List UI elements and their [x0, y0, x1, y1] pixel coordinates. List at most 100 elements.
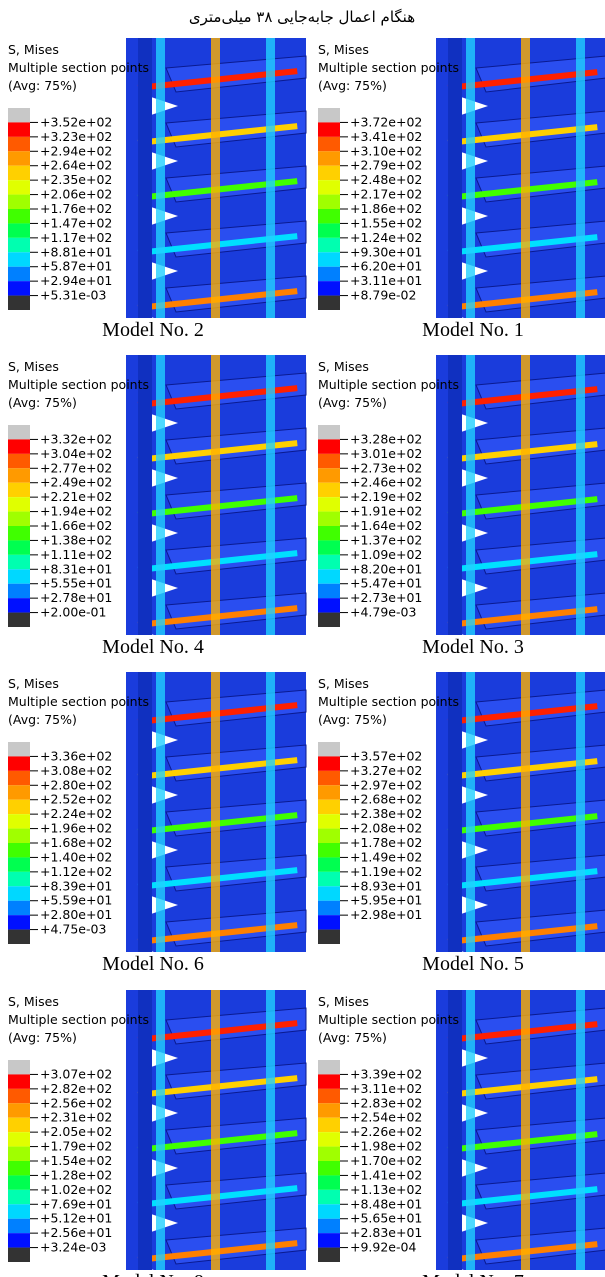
column [448, 672, 462, 952]
column-stress [266, 990, 275, 1270]
column-stress [266, 38, 275, 318]
legend-swatch [318, 583, 340, 599]
legend-label: +5.95e+01 [350, 893, 422, 908]
legend-label: +2.48e+02 [350, 172, 422, 187]
legend-label: +2.56e+02 [40, 1095, 112, 1110]
legend-label: +1.76e+02 [40, 201, 112, 216]
column [448, 38, 462, 318]
legend-label: +3.36e+02 [40, 748, 112, 763]
opening [458, 950, 488, 970]
legend-swatch [8, 281, 30, 296]
legend-label: +2.24e+02 [40, 806, 112, 821]
legend-label: +2.94e+02 [40, 143, 112, 158]
column-stress [211, 990, 220, 1270]
legend-title: Multiple section points [8, 1012, 149, 1027]
legend-swatch [8, 1103, 30, 1118]
legend-label: +1.09e+02 [350, 547, 422, 562]
legend-label: +1.37e+02 [350, 532, 422, 547]
legend-label: +3.52e+02 [40, 114, 112, 129]
legend-label-bg [34, 1054, 126, 1254]
panel: S, Mises Multiple section points (Avg: 75%… [318, 38, 605, 341]
legend-title: S, Mises [318, 676, 369, 691]
legend-swatch [318, 453, 340, 469]
legend-swatch [8, 1117, 30, 1133]
legend-label: +1.47e+02 [40, 215, 112, 230]
column-stress [156, 990, 165, 1270]
legend-swatch [318, 915, 340, 930]
legend-swatch [318, 482, 340, 498]
legend-swatch [8, 1060, 30, 1075]
column-stress [466, 990, 475, 1270]
column-stress [266, 672, 275, 952]
legend-label: +2.98e+01 [350, 907, 422, 922]
legend-swatch [8, 770, 30, 786]
legend-label: +8.48e+01 [350, 1196, 422, 1211]
legend-label: +3.23e+02 [40, 129, 112, 144]
legend-label: +2.05e+02 [40, 1124, 112, 1139]
legend-label-bg [34, 102, 126, 302]
legend-label: +2.68e+02 [350, 792, 422, 807]
caption: Model No. 2 [102, 319, 204, 341]
opening [458, 633, 488, 653]
legend-swatch [8, 1204, 30, 1219]
legend-swatch [8, 785, 30, 800]
legend-swatch [318, 122, 340, 137]
legend-swatch [318, 1088, 340, 1104]
legend-label-bg [34, 736, 126, 936]
legend-label: +2.77e+02 [40, 460, 112, 475]
legend-swatch [318, 814, 340, 829]
legend-label: +8.39e+01 [40, 878, 112, 893]
column [138, 672, 152, 952]
legend-title: (Avg: 75%) [318, 395, 387, 410]
legend-label: +1.49e+02 [350, 849, 422, 864]
panel: S, Mises Multiple section points (Avg: 75%… [318, 990, 605, 1277]
legend-label: +3.72e+02 [350, 114, 422, 129]
legend-swatch [8, 886, 30, 901]
legend-label: +2.79e+02 [350, 158, 422, 173]
legend-label: +2.73e+01 [350, 590, 422, 605]
legend-swatch [318, 151, 340, 166]
opening [458, 316, 488, 336]
legend-label: +2.17e+02 [350, 187, 422, 202]
legend-label: +2.08e+02 [350, 821, 422, 836]
legend-title: Multiple section points [8, 694, 149, 709]
panel: S, Mises Multiple section points (Avg: 75%… [8, 990, 307, 1277]
legend-label: +1.13e+02 [350, 1182, 422, 1197]
legend-swatch [318, 526, 340, 541]
legend-label: +2.56e+01 [40, 1225, 112, 1240]
legend-label: +2.73e+02 [350, 460, 422, 475]
legend-label: +2.52e+02 [40, 792, 112, 807]
legend-label: +3.11e+02 [350, 1081, 422, 1096]
column-stress [211, 355, 220, 635]
legend-label: +2.94e+01 [40, 273, 112, 288]
legend-swatch [8, 1218, 30, 1234]
legend-swatch [8, 252, 30, 267]
legend-swatch [318, 165, 340, 181]
legend-swatch [8, 569, 30, 584]
legend-swatch [318, 1204, 340, 1219]
legend-label-bg [344, 102, 436, 302]
legend-label: +1.86e+02 [350, 201, 422, 216]
legend-label: +1.70e+02 [350, 1153, 422, 1168]
legend-swatch [318, 1146, 340, 1161]
legend-title: Multiple section points [8, 377, 149, 392]
legend-label: +2.35e+02 [40, 172, 112, 187]
legend-swatch [8, 828, 30, 843]
caption: Model No. 7 [422, 1271, 524, 1277]
legend-label: +5.47e+01 [350, 576, 422, 591]
legend-label: +2.83e+02 [350, 1095, 422, 1110]
legend-swatch [318, 828, 340, 843]
legend-swatch [8, 1132, 30, 1147]
legend-label: +1.38e+02 [40, 532, 112, 547]
legend-swatch [8, 425, 30, 440]
legend-swatch [8, 915, 30, 930]
legend-swatch [318, 1117, 340, 1133]
legend-swatch [318, 742, 340, 757]
legend-label: +2.80e+01 [40, 907, 112, 922]
legend-swatch [8, 482, 30, 498]
legend-swatch [318, 1103, 340, 1118]
legend-title: (Avg: 75%) [8, 78, 77, 93]
legend-swatch [8, 929, 30, 944]
legend-label: +3.57e+02 [350, 748, 422, 763]
column-stress [521, 672, 530, 952]
